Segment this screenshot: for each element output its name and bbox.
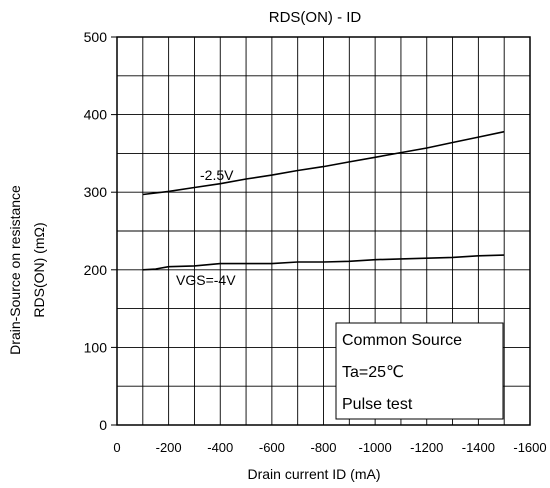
x-tick-label: -1000	[359, 440, 392, 455]
temperature-label: Ta=25℃	[342, 364, 404, 381]
x-tick-label: -600	[259, 440, 285, 455]
x-tick-label: 0	[113, 440, 120, 455]
y-tick-label: 200	[84, 262, 108, 278]
x-tick-label: -800	[310, 440, 336, 455]
series-line-minus-2-5v	[142, 130, 505, 196]
y-tick-label: 300	[84, 184, 108, 200]
series-line-vgs-minus-4v	[142, 254, 505, 271]
pulse-test-label: Pulse test	[342, 396, 413, 413]
data-series	[142, 130, 505, 271]
x-tick-label: -400	[207, 440, 233, 455]
series-label-vgs-minus-4v: VGS=-4V	[176, 272, 236, 288]
y-tick-label: 0	[99, 417, 107, 433]
x-tick-label: -200	[156, 440, 182, 455]
y-tick-label: 500	[84, 29, 108, 45]
series-label-minus-2-5v: -2.5V	[200, 167, 234, 183]
y-axis-label-line-2: RDS(ON) (mΩ)	[31, 222, 47, 317]
y-axis-label-line-1: Drain-Source on resistance	[7, 185, 23, 355]
x-axis-label: Drain current ID (mA)	[247, 466, 380, 482]
x-tick-label: -1400	[462, 440, 495, 455]
common-source-label: Common Source	[342, 332, 462, 349]
axis-tick-labels: 0 100 200 300 400 500 0 -200 -400 -600 -800 -1000 -1…	[84, 29, 547, 455]
y-tick-label: 400	[84, 107, 108, 123]
y-tick-label: 100	[84, 339, 108, 355]
chart-title: RDS(ON) - ID	[269, 9, 362, 26]
plot-frame	[116, 36, 531, 426]
x-tick-label: -1200	[410, 440, 443, 455]
test-conditions-box	[335, 322, 504, 420]
x-tick-label: -1600	[513, 440, 546, 455]
